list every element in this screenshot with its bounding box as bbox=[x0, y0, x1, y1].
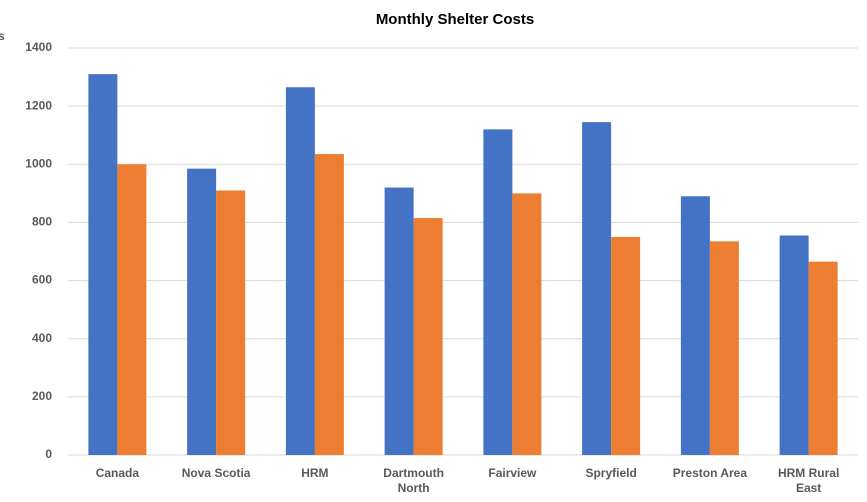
bar bbox=[117, 164, 147, 456]
bar bbox=[808, 261, 838, 455]
bar bbox=[413, 218, 443, 455]
bar bbox=[216, 190, 246, 455]
y-axis-label: s bbox=[0, 29, 5, 43]
chart-title: Monthly Shelter Costs bbox=[376, 11, 534, 28]
bar bbox=[709, 241, 739, 455]
y-tick-label: 600 bbox=[32, 273, 52, 287]
bar bbox=[314, 154, 344, 455]
bar bbox=[88, 74, 118, 456]
x-tick-label: Dartmouth North bbox=[383, 466, 444, 495]
x-tick-label: Canada bbox=[95, 466, 140, 480]
bar bbox=[384, 187, 414, 456]
bar bbox=[285, 87, 315, 455]
bar bbox=[512, 193, 542, 455]
bar bbox=[779, 235, 809, 455]
y-tick-label: 1200 bbox=[25, 98, 52, 112]
y-tick-label: 800 bbox=[32, 215, 52, 229]
bar bbox=[582, 122, 612, 455]
y-tick-label: 1000 bbox=[25, 156, 52, 170]
bar bbox=[680, 196, 710, 455]
x-tick-label: Nova Scotia bbox=[181, 466, 251, 480]
x-tick-label: HRM bbox=[301, 466, 329, 480]
y-tick-label: 1400 bbox=[25, 40, 52, 54]
bar bbox=[187, 168, 217, 455]
x-tick-label: HRM Rural East bbox=[777, 466, 840, 495]
x-tick-label: Fairview bbox=[488, 466, 537, 480]
bar bbox=[611, 236, 641, 455]
bar bbox=[483, 129, 513, 455]
y-tick-label: 0 bbox=[45, 447, 52, 461]
y-tick-label: 400 bbox=[32, 331, 52, 345]
y-tick-label: 200 bbox=[32, 389, 52, 403]
x-tick-label: Spryfield bbox=[585, 466, 637, 480]
x-tick-label: Preston Area bbox=[672, 466, 747, 480]
